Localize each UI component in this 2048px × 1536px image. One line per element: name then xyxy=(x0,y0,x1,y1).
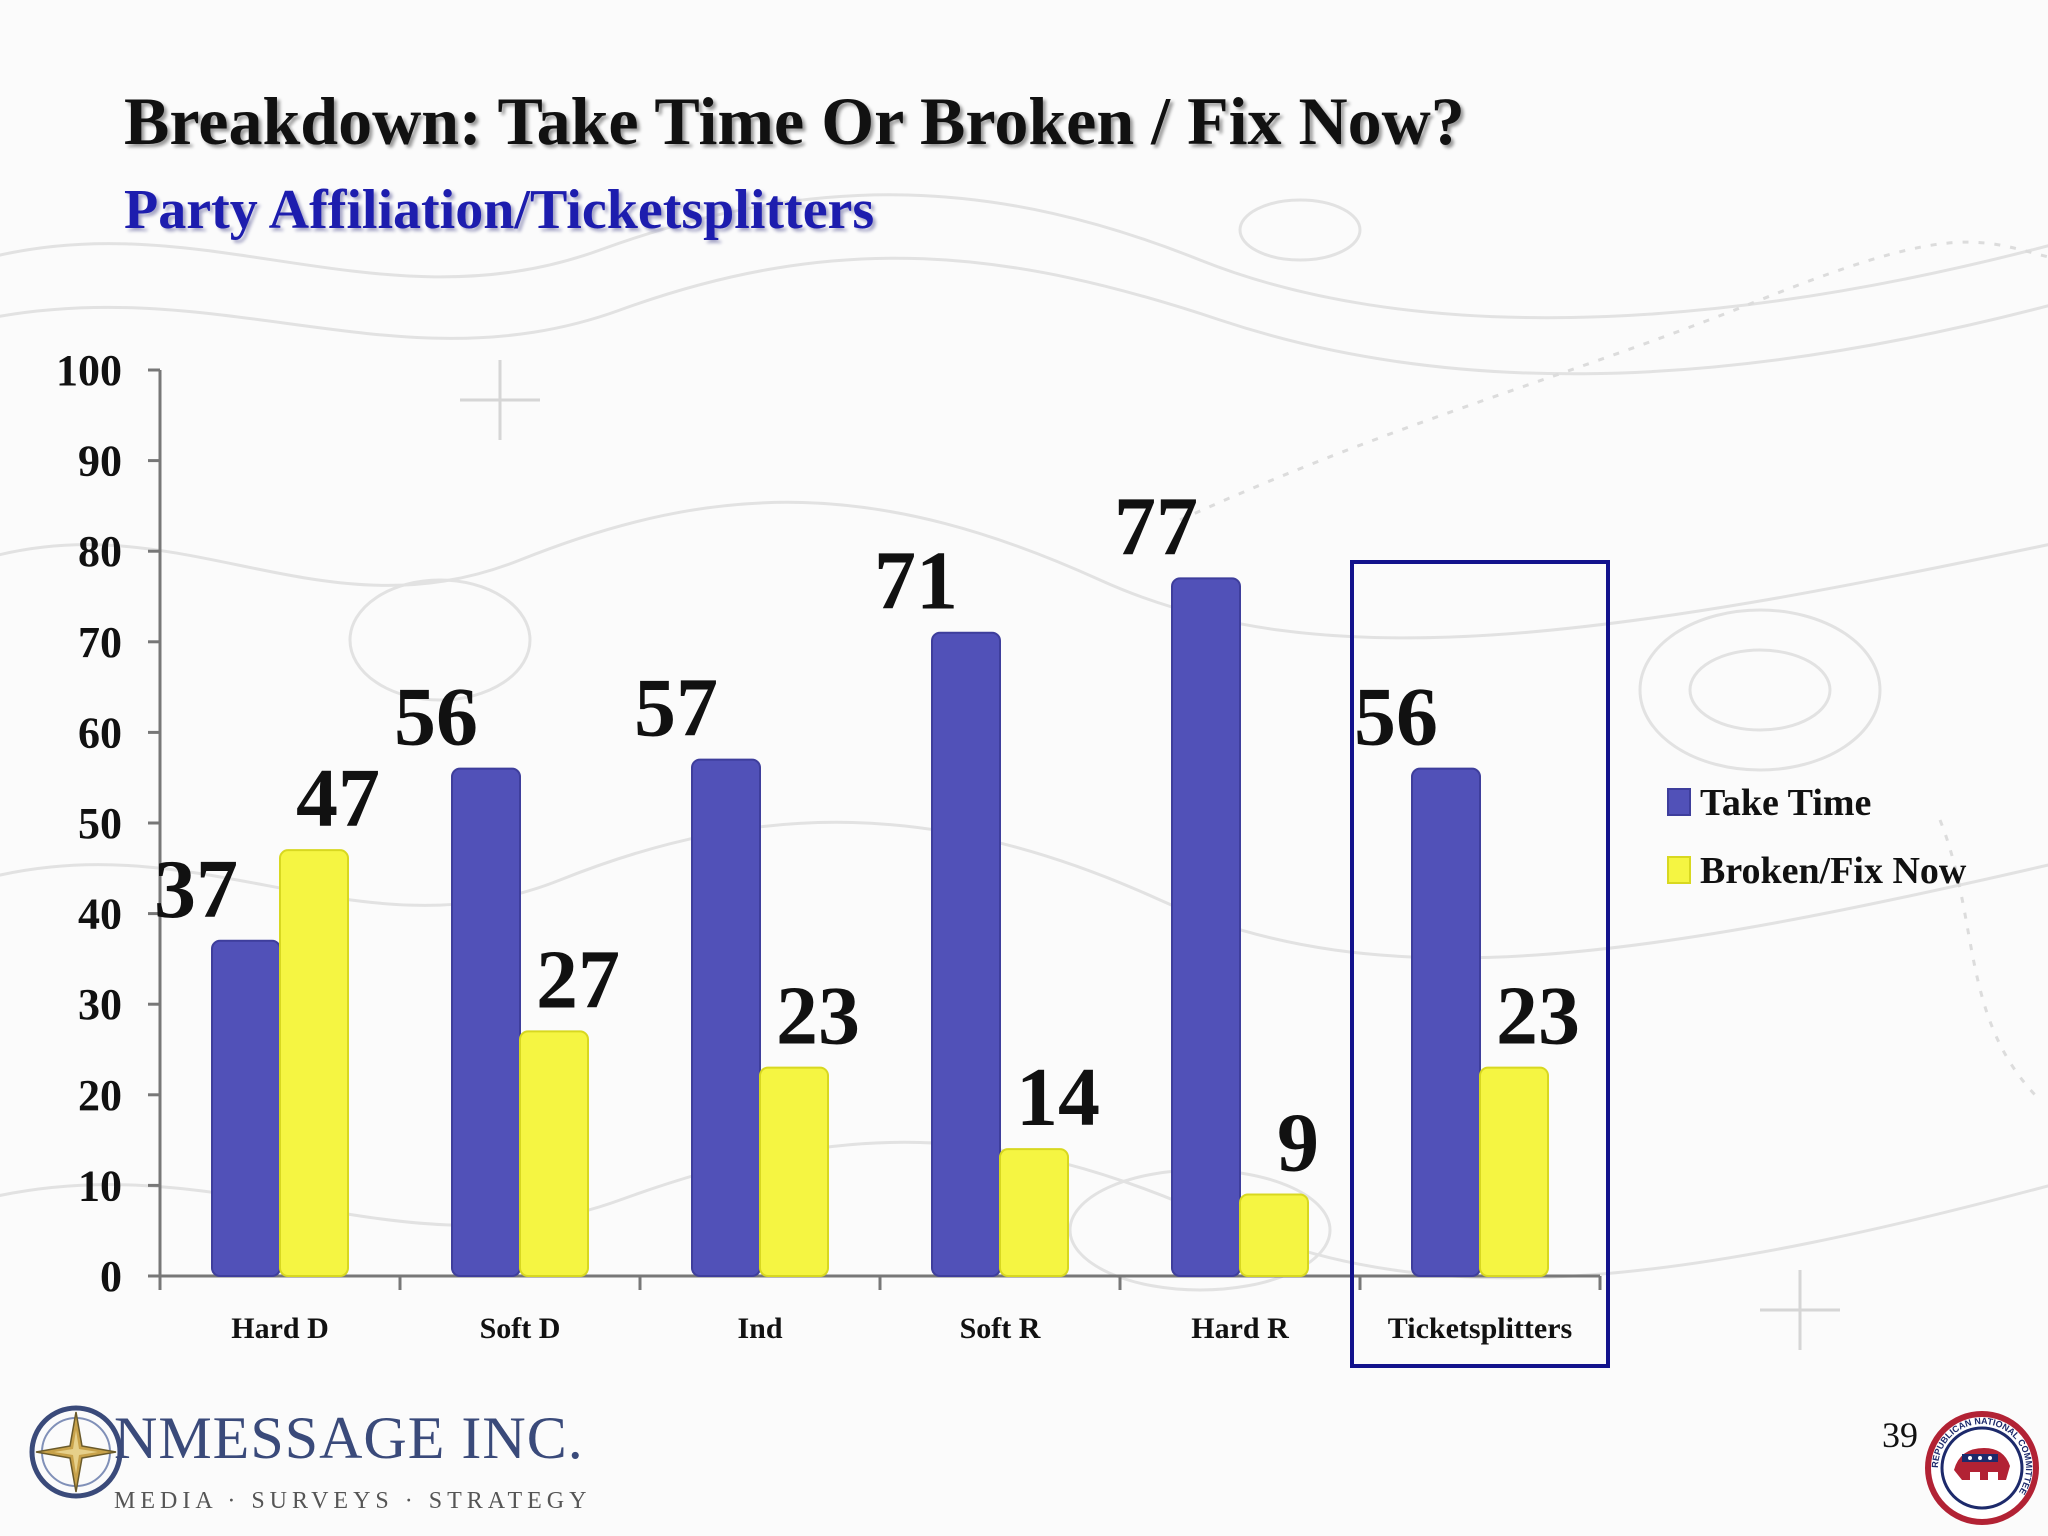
bar-broken-fix-now xyxy=(759,1066,829,1277)
y-axis-tick-label: 40 xyxy=(78,890,122,939)
y-axis-tick-label: 50 xyxy=(78,799,122,848)
data-label-broken-fix-now: 14 xyxy=(1016,1051,1100,1144)
chart-legend: Take Time Broken/Fix Now xyxy=(1667,782,1967,892)
legend-swatch-take-time xyxy=(1667,788,1691,816)
y-axis-tick-label: 10 xyxy=(78,1161,122,1210)
y-axis-tick-label: 30 xyxy=(78,980,122,1029)
data-label-broken-fix-now: 27 xyxy=(536,933,620,1026)
y-axis-tick-label: 60 xyxy=(78,708,122,757)
x-axis-category-label: Ind xyxy=(737,1312,782,1345)
bar-take-time xyxy=(691,758,761,1277)
x-axis-category-label: Hard D xyxy=(231,1312,329,1345)
bar-take-time xyxy=(931,631,1001,1277)
data-label-broken-fix-now: 23 xyxy=(1496,970,1580,1063)
y-axis-tick-label: 0 xyxy=(100,1252,122,1301)
y-axis-tick-label: 100 xyxy=(56,346,122,395)
y-axis-tick-label: 90 xyxy=(78,437,122,486)
chart-axes xyxy=(158,370,1602,1290)
x-axis-category-label: Soft D xyxy=(480,1312,561,1345)
compass-icon xyxy=(29,1405,123,1499)
data-label-take-time: 71 xyxy=(874,535,958,628)
y-axis-tick-label: 70 xyxy=(78,618,122,667)
legend-label-take-time: Take Time xyxy=(1700,782,1871,824)
onmessage-logo: NMESSAGE INC. MEDIA · SURVEYS · STRATEGY xyxy=(24,1400,586,1530)
bar-take-time xyxy=(451,767,521,1277)
bar-take-time xyxy=(211,939,281,1278)
company-logo-text: NMESSAGE INC. xyxy=(114,1405,584,1471)
legend-swatch-broken-fix-now xyxy=(1667,856,1691,884)
data-label-take-time: 57 xyxy=(634,662,718,755)
data-label-take-time: 56 xyxy=(1354,671,1438,764)
x-axis-category-label: Soft R xyxy=(960,1312,1041,1345)
rnc-seal-icon: REPUBLICAN NATIONAL COMMITTEE xyxy=(1925,1411,2039,1525)
data-label-broken-fix-now: 23 xyxy=(776,970,860,1063)
y-axis-tick-label: 20 xyxy=(78,1071,122,1120)
data-label-take-time: 77 xyxy=(1114,480,1198,573)
y-axis-ticks: 0 10 20 30 40 50 60 70 80 90 100 xyxy=(56,346,160,1301)
bar-take-time xyxy=(1171,577,1241,1277)
data-label-broken-fix-now: 9 xyxy=(1277,1096,1319,1189)
data-label-take-time: 56 xyxy=(394,671,478,764)
legend-label-broken-fix-now: Broken/Fix Now xyxy=(1700,850,1967,892)
y-axis-tick-label: 80 xyxy=(78,527,122,576)
bar-broken-fix-now xyxy=(1479,1066,1549,1277)
x-axis-category-label: Ticketsplitters xyxy=(1388,1312,1572,1345)
ticketsplitters-highlight-box xyxy=(1350,560,1610,1368)
bar-broken-fix-now xyxy=(1239,1193,1309,1277)
company-tagline: MEDIA · SURVEYS · STRATEGY xyxy=(114,1488,592,1514)
x-axis-category-label: Hard R xyxy=(1191,1312,1289,1345)
chart-bars xyxy=(211,577,1549,1278)
slide-subtitle: Party Affiliation/Ticketsplitters xyxy=(124,179,875,241)
bar-broken-fix-now xyxy=(279,849,349,1277)
bar-take-time xyxy=(1411,767,1481,1277)
slide-title: Breakdown: Take Time Or Broken / Fix Now… xyxy=(124,83,1465,159)
bar-broken-fix-now xyxy=(999,1148,1069,1278)
page-number: 39 xyxy=(1882,1415,1918,1455)
x-axis-category-labels: Hard D Soft D Ind Soft R Hard R Ticketsplitte… xyxy=(231,1312,1572,1345)
data-label-broken-fix-now: 47 xyxy=(296,752,380,845)
data-label-take-time: 37 xyxy=(154,843,238,936)
bar-broken-fix-now xyxy=(519,1030,589,1277)
